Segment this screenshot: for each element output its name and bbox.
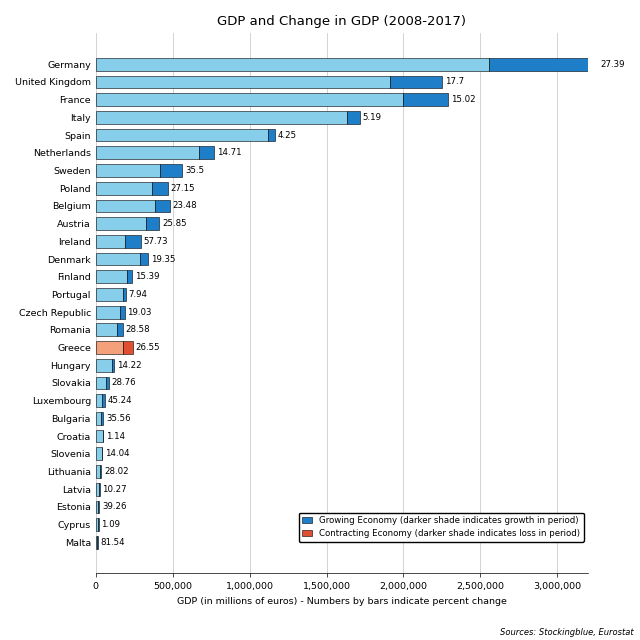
Text: 14.04: 14.04 xyxy=(105,449,130,458)
Bar xyxy=(96,536,97,548)
X-axis label: GDP (in millions of euros) - Numbers by bars indicate percent change: GDP (in millions of euros) - Numbers by … xyxy=(177,596,507,606)
Bar xyxy=(268,129,275,141)
Bar xyxy=(199,147,214,159)
Text: 19.03: 19.03 xyxy=(127,308,152,317)
Text: 81.54: 81.54 xyxy=(100,538,125,547)
Bar xyxy=(96,323,117,336)
Bar xyxy=(96,182,152,195)
Text: 14.22: 14.22 xyxy=(117,361,142,370)
Legend: Growing Economy (darker shade indicates growth in period), Contracting Economy (: Growing Economy (darker shade indicates … xyxy=(298,513,584,542)
Bar xyxy=(403,93,448,106)
Bar xyxy=(96,93,403,106)
Bar xyxy=(96,270,127,283)
Bar xyxy=(120,306,125,319)
Bar xyxy=(124,288,125,301)
Bar xyxy=(156,200,170,212)
Bar xyxy=(140,253,148,266)
Title: GDP and Change in GDP (2008-2017): GDP and Change in GDP (2008-2017) xyxy=(218,15,467,28)
Bar xyxy=(117,323,123,336)
Text: 39.26: 39.26 xyxy=(102,502,127,511)
Bar xyxy=(96,500,99,513)
Bar xyxy=(101,412,103,425)
Bar xyxy=(96,288,124,301)
Bar xyxy=(96,447,102,460)
Bar xyxy=(96,147,199,159)
Bar xyxy=(106,376,109,389)
Bar xyxy=(347,111,360,124)
Bar xyxy=(96,76,390,88)
Bar xyxy=(123,341,133,354)
Text: 7.94: 7.94 xyxy=(128,290,147,299)
Text: 35.5: 35.5 xyxy=(185,166,204,175)
Bar xyxy=(96,253,140,266)
Bar xyxy=(100,465,101,478)
Text: 45.24: 45.24 xyxy=(108,396,132,405)
Bar xyxy=(112,359,115,372)
Bar xyxy=(96,483,99,495)
Text: 27.15: 27.15 xyxy=(170,184,195,193)
Text: 28.02: 28.02 xyxy=(104,467,129,476)
Bar xyxy=(96,58,490,70)
Text: 17.7: 17.7 xyxy=(445,77,464,86)
Text: 10.27: 10.27 xyxy=(102,484,127,493)
Text: 19.35: 19.35 xyxy=(151,255,175,264)
Text: 4.25: 4.25 xyxy=(278,131,297,140)
Bar xyxy=(147,217,159,230)
Bar xyxy=(96,111,347,124)
Text: 23.48: 23.48 xyxy=(172,202,197,211)
Text: 35.56: 35.56 xyxy=(106,414,131,423)
Bar xyxy=(390,76,442,88)
Text: 15.02: 15.02 xyxy=(451,95,476,104)
Bar xyxy=(159,164,182,177)
Bar xyxy=(96,235,125,248)
Text: 28.58: 28.58 xyxy=(125,325,150,334)
Text: 57.73: 57.73 xyxy=(144,237,168,246)
Bar xyxy=(152,182,168,195)
Bar xyxy=(490,58,598,70)
Text: 1.14: 1.14 xyxy=(106,431,125,440)
Text: 5.19: 5.19 xyxy=(362,113,381,122)
Bar xyxy=(102,394,105,407)
Bar xyxy=(96,465,100,478)
Text: 25.85: 25.85 xyxy=(162,219,187,228)
Bar xyxy=(96,376,106,389)
Text: 1.09: 1.09 xyxy=(101,520,120,529)
Bar xyxy=(96,394,102,407)
Bar xyxy=(96,200,156,212)
Text: 28.76: 28.76 xyxy=(112,378,136,387)
Bar xyxy=(125,235,141,248)
Bar xyxy=(96,412,101,425)
Bar xyxy=(96,429,103,442)
Bar xyxy=(96,518,99,531)
Text: 26.55: 26.55 xyxy=(136,343,161,352)
Bar xyxy=(96,129,268,141)
Bar xyxy=(96,217,147,230)
Bar xyxy=(96,341,123,354)
Text: Sources: Stockingblue, Eurostat: Sources: Stockingblue, Eurostat xyxy=(500,628,634,637)
Text: 14.71: 14.71 xyxy=(217,148,242,157)
Bar xyxy=(96,359,112,372)
Text: 27.39: 27.39 xyxy=(600,60,625,68)
Bar xyxy=(96,164,159,177)
Bar xyxy=(96,306,120,319)
Text: 15.39: 15.39 xyxy=(135,272,159,281)
Bar xyxy=(127,270,132,283)
